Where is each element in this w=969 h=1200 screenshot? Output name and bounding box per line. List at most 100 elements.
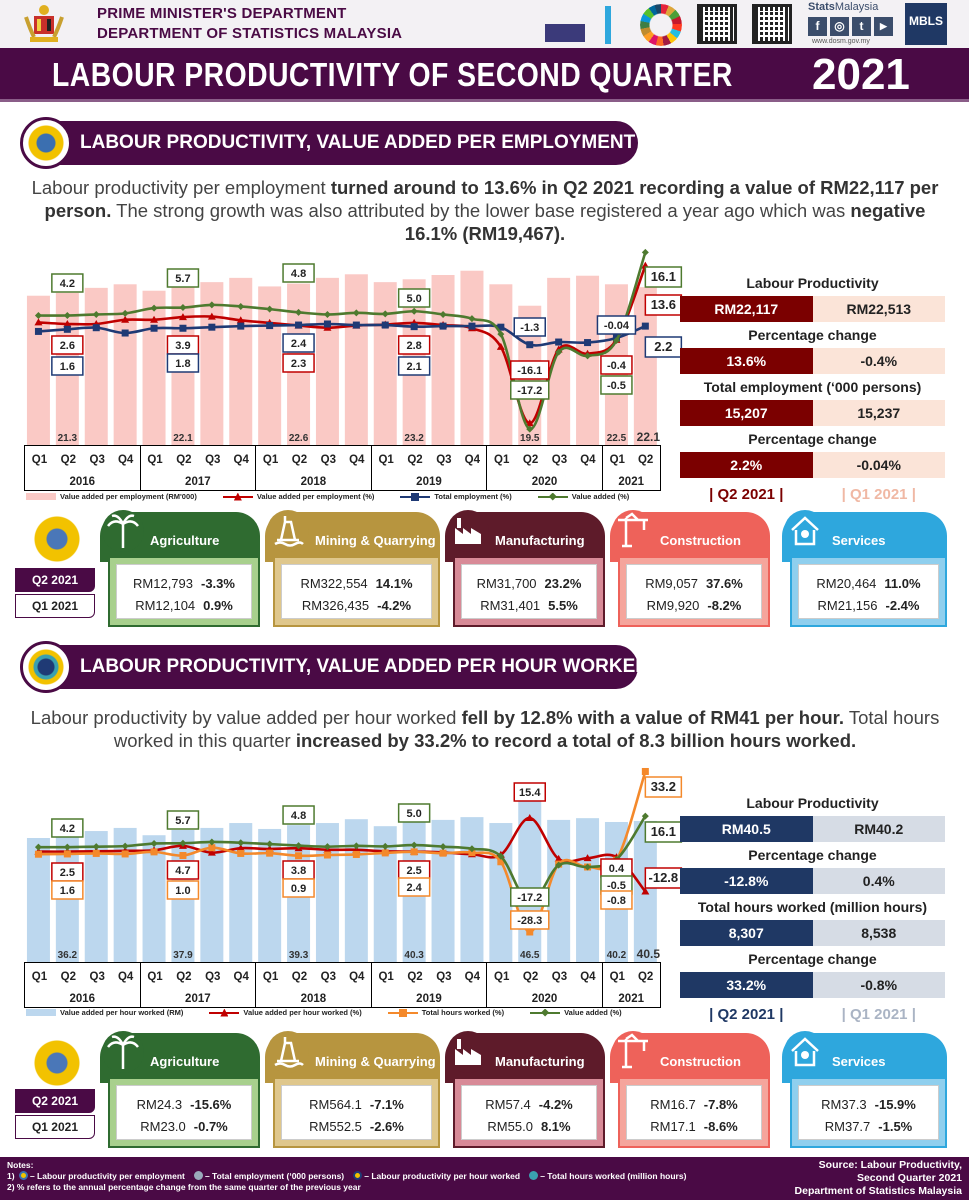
twitter-icon[interactable]: t: [852, 17, 871, 36]
svg-text:2.4: 2.4: [407, 882, 423, 894]
q1-value: RM40.2: [812, 816, 945, 842]
crane-icon: [612, 510, 654, 552]
svg-text:3.9: 3.9: [175, 340, 190, 352]
q1-pct: -8.6%: [703, 1119, 738, 1134]
sector-name: Agriculture: [150, 533, 220, 548]
data-point: [208, 323, 216, 331]
bar: [26, 838, 50, 962]
sector-row-q2: RM24.3 -15.6%: [123, 1094, 245, 1116]
x-year-label: 2019: [371, 991, 488, 1008]
q1-value: RM23.0: [140, 1119, 186, 1134]
data-point: [468, 845, 476, 853]
data-point: [121, 842, 129, 850]
data-label: 2.4: [397, 877, 431, 897]
data-label: 4.2: [51, 818, 84, 838]
data-point: [525, 419, 534, 427]
q2-value: RM16.7: [650, 1097, 696, 1112]
x-tick-label: Q3: [205, 971, 221, 983]
data-point: [34, 312, 42, 320]
q2-value: 8,307: [680, 920, 813, 946]
svg-text:-28.3: -28.3: [517, 915, 542, 927]
sector-card-construction: Construction RM9,057 37.6% RM9,920 -8.2%: [610, 510, 770, 627]
data-label: 1.6: [51, 356, 84, 376]
q2-label: | Q2 2021 |: [709, 1006, 784, 1023]
legend-swatch: [26, 1009, 56, 1016]
bar: [344, 274, 368, 445]
data-point: [584, 352, 592, 360]
svg-text:-0.5: -0.5: [607, 880, 626, 892]
data-point: [497, 852, 505, 860]
data-label: 5.7: [166, 268, 200, 288]
clock-icon: [529, 1171, 539, 1180]
x-tick-label: Q4: [458, 963, 488, 991]
data-point: [179, 852, 187, 860]
panel-values: 33.2% -0.8%: [680, 972, 945, 998]
legend-item: Value added (%): [530, 1008, 622, 1017]
productivity-hour-icon: [353, 1171, 363, 1180]
sector-row-q2: RM20,464 11.0%: [805, 573, 932, 595]
sector-header: Mining & Quarrying: [265, 1031, 440, 1083]
qr-code-facebook-icon[interactable]: [752, 4, 792, 44]
svg-text:2.1: 2.1: [407, 361, 422, 373]
q1-value: RM55.0: [487, 1119, 533, 1134]
bar-series: [26, 270, 657, 445]
data-label: 1.0: [166, 880, 200, 900]
website-link[interactable]: www.dosm.gov.my: [812, 38, 870, 45]
data-point: [641, 322, 649, 330]
q2-pct: -15.6%: [190, 1097, 232, 1112]
q1-value: RM326,435: [301, 598, 370, 613]
svg-text:4.8: 4.8: [291, 810, 306, 822]
q2-value: RM22,117: [680, 296, 813, 322]
data-label: 1.8: [166, 353, 200, 373]
data-point: [150, 315, 159, 323]
q1-pct: -0.7%: [193, 1119, 228, 1134]
q2-pct: -4.2%: [538, 1097, 573, 1112]
sector-row-q1: RM31,401 5.5%: [468, 595, 590, 617]
data-label: 2.2: [644, 336, 683, 358]
data-label: 2.4: [282, 333, 315, 353]
data-point: [237, 839, 245, 847]
svg-text:15.4: 15.4: [519, 787, 541, 799]
x-tick-label: Q4: [574, 446, 603, 474]
sector-card-construction: Construction RM16.7 -7.8% RM17.1 -8.6%: [610, 1031, 770, 1148]
q1-value: 0.4%: [812, 868, 945, 894]
sector-card-manufacturing: Manufacturing RM31,700 23.2% RM31,401 5.5%: [445, 510, 605, 627]
bar-label: 22.5: [607, 433, 627, 444]
q1-pct: 0.9%: [203, 598, 233, 613]
sector-row-q2: RM9,057 37.6%: [633, 573, 755, 595]
sector-name: Services: [832, 533, 886, 548]
youtube-icon[interactable]: ▶: [874, 17, 893, 36]
qr-code-icon[interactable]: [697, 4, 737, 44]
data-point: [381, 842, 389, 850]
facebook-icon[interactable]: f: [808, 17, 827, 36]
data-label: -0.4: [600, 355, 633, 375]
x-tick-label: Q2: [291, 454, 308, 466]
data-point: [526, 341, 534, 349]
q1-value: RM17.1: [650, 1119, 696, 1134]
sector-body: RM37.3 -15.9% RM37.7 -1.5%: [790, 1077, 947, 1148]
panel-label: Percentage change: [748, 951, 877, 967]
note-1: 1) – Labour productivity per employment …: [7, 1171, 687, 1181]
data-label: 16.1: [644, 821, 683, 843]
x-tick-label: Q2: [522, 971, 539, 983]
data-point: [179, 304, 187, 312]
sector-row-q2: RM12,793 -3.3%: [123, 573, 245, 595]
sector-row-q2: RM37.3 -15.9%: [805, 1094, 932, 1116]
sector-name: Mining & Quarrying: [315, 533, 436, 548]
x-tick-label: Q3: [436, 454, 452, 466]
x-tick-label: Q1: [609, 454, 625, 466]
instagram-icon[interactable]: ◎: [830, 17, 849, 36]
sector-body: RM16.7 -7.8% RM17.1 -8.6%: [618, 1077, 770, 1148]
q2-pct: 37.6%: [705, 576, 743, 591]
q2-pct: -3.3%: [201, 576, 235, 591]
data-point: [584, 863, 592, 871]
legend-item: Value added (%): [537, 492, 629, 501]
x-tick-label: Q1: [262, 971, 279, 983]
chart-x-axis: Q1 Q2 Q3 Q4 Q1 Q2 Q3 Q4 Q1 Q2 Q3 Q4 Q1 Q2 Q3 Q4 Q1 Q2 Q3 Q4…: [24, 962, 661, 1008]
sector-row-q1: RM552.5 -2.6%: [288, 1116, 425, 1138]
data-point: [266, 305, 274, 313]
sector-name: Services: [832, 1054, 886, 1069]
data-point: [150, 848, 158, 856]
data-label: 33.2: [644, 776, 683, 798]
factory-icon: [447, 1031, 489, 1073]
